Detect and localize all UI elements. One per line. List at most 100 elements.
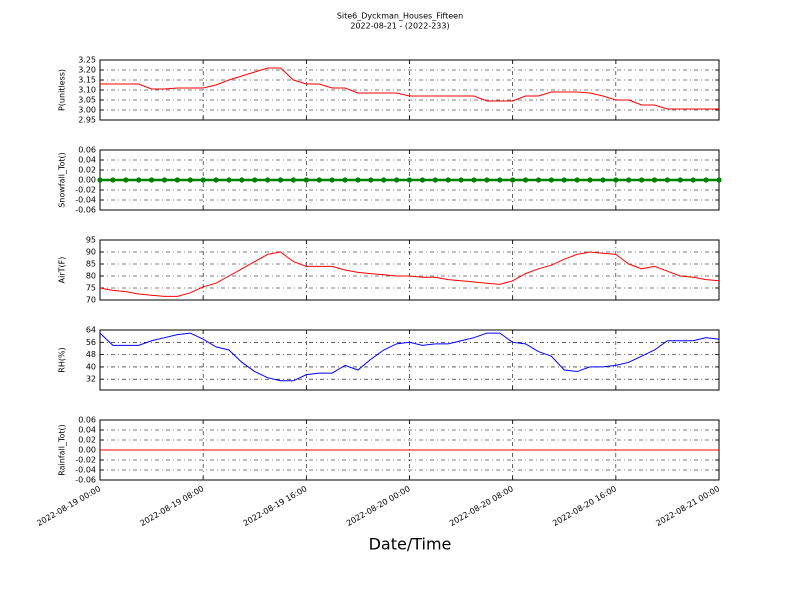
- data-point: [600, 177, 606, 183]
- y-tick-label: 3.15: [78, 76, 96, 85]
- y-tick-label: 0.06: [78, 416, 96, 425]
- data-point: [613, 177, 619, 183]
- y-tick-label: 3.10: [78, 86, 96, 95]
- data-point: [303, 177, 309, 183]
- data-point: [574, 177, 580, 183]
- y-tick-label: 48: [86, 350, 96, 359]
- data-point: [406, 177, 413, 183]
- data-point: [510, 177, 516, 183]
- y-axis-label: RH(%): [58, 347, 67, 372]
- data-point: [419, 177, 425, 183]
- data-point: [97, 177, 103, 183]
- y-tick-label: 56: [86, 338, 96, 347]
- data-point: [136, 177, 142, 183]
- data-point: [161, 177, 168, 183]
- y-tick-label: 0.00: [78, 176, 96, 185]
- y-tick-label: 2.95: [78, 116, 96, 125]
- data-point: [522, 177, 529, 183]
- y-tick-label: -0.02: [75, 186, 96, 195]
- x-tick-label: 2022-08-21 00:00: [654, 484, 721, 528]
- data-point: [445, 177, 451, 183]
- data-point: [484, 177, 490, 183]
- y-tick-label: 3.05: [78, 96, 96, 105]
- x-tick-label: 2022-08-19 16:00: [242, 484, 309, 528]
- data-point: [381, 177, 387, 183]
- data-point: [458, 177, 464, 183]
- y-tick-label: 0.04: [78, 426, 96, 435]
- chart-title: Site6_Dyckman_Houses_Fifteen: [337, 12, 463, 21]
- data-point: [355, 177, 361, 183]
- y-tick-label: 0.06: [78, 146, 96, 155]
- data-point: [123, 177, 129, 183]
- data-point: [703, 177, 709, 183]
- data-point: [432, 177, 438, 183]
- y-tick-label: -0.06: [75, 476, 96, 485]
- data-point: [200, 177, 206, 183]
- y-tick-label: -0.04: [75, 196, 96, 205]
- data-point: [174, 177, 180, 183]
- y-axis-label: P(unitless): [58, 69, 67, 111]
- y-axis-label: Rainfall_Tot(): [58, 424, 67, 476]
- y-tick-label: 70: [86, 296, 96, 305]
- data-point: [394, 177, 400, 183]
- data-point: [342, 177, 348, 183]
- data-point: [148, 177, 155, 183]
- data-point: [316, 177, 322, 183]
- data-point: [548, 177, 554, 183]
- data-point: [213, 177, 219, 183]
- data-line: [99, 332, 720, 382]
- y-tick-label: 3.20: [78, 66, 96, 75]
- y-tick-label: -0.06: [75, 206, 96, 215]
- data-point: [277, 177, 284, 183]
- y-tick-label: 40: [86, 362, 96, 371]
- data-point: [471, 177, 477, 183]
- data-point: [239, 177, 245, 183]
- y-tick-label: 0.00: [78, 446, 96, 455]
- y-tick-label: 75: [86, 284, 96, 293]
- x-tick-label: 2022-08-19 00:00: [35, 484, 102, 528]
- data-point: [690, 177, 696, 183]
- data-point: [664, 177, 671, 183]
- y-tick-label: 3.25: [78, 56, 96, 65]
- y-tick-label: 90: [86, 248, 96, 257]
- x-tick-label: 2022-08-20 08:00: [448, 484, 515, 528]
- y-tick-label: 80: [86, 272, 96, 281]
- data-point: [226, 177, 232, 183]
- x-tick-label: 2022-08-20 00:00: [345, 484, 412, 528]
- y-tick-label: 85: [86, 260, 96, 269]
- y-tick-label: 0.02: [78, 436, 96, 445]
- data-point: [265, 177, 271, 183]
- x-tick-label: 2022-08-20 16:00: [551, 484, 618, 528]
- data-point: [651, 177, 658, 183]
- y-tick-label: -0.02: [75, 456, 96, 465]
- data-point: [561, 177, 567, 183]
- data-point: [677, 177, 683, 183]
- x-tick-label: 2022-08-19 08:00: [138, 484, 205, 528]
- y-tick-label: 0.02: [78, 166, 96, 175]
- data-point: [110, 177, 116, 183]
- chart-subtitle: 2022-08-21 - (2022-233): [350, 22, 449, 31]
- y-tick-label: -0.04: [75, 466, 96, 475]
- data-point: [368, 177, 374, 183]
- y-tick-label: 32: [86, 375, 96, 384]
- data-point: [252, 177, 258, 183]
- data-point: [639, 177, 645, 183]
- data-point: [290, 177, 297, 183]
- data-line: [99, 251, 720, 297]
- data-point: [587, 177, 593, 183]
- y-axis-label: AirT(F): [58, 257, 67, 284]
- y-tick-label: 95: [86, 236, 96, 245]
- data-line: [100, 67, 719, 110]
- y-tick-label: 64: [86, 326, 96, 335]
- data-point: [535, 177, 542, 183]
- y-tick-label: 3.00: [78, 106, 96, 115]
- data-point: [187, 177, 193, 183]
- y-tick-label: 0.04: [78, 156, 96, 165]
- x-axis-label: Date/Time: [369, 535, 452, 554]
- data-point: [716, 177, 722, 183]
- data-point: [626, 177, 632, 183]
- y-axis-label: Snowfall_Tot(): [58, 152, 67, 208]
- data-point: [497, 177, 503, 183]
- data-point: [329, 177, 335, 183]
